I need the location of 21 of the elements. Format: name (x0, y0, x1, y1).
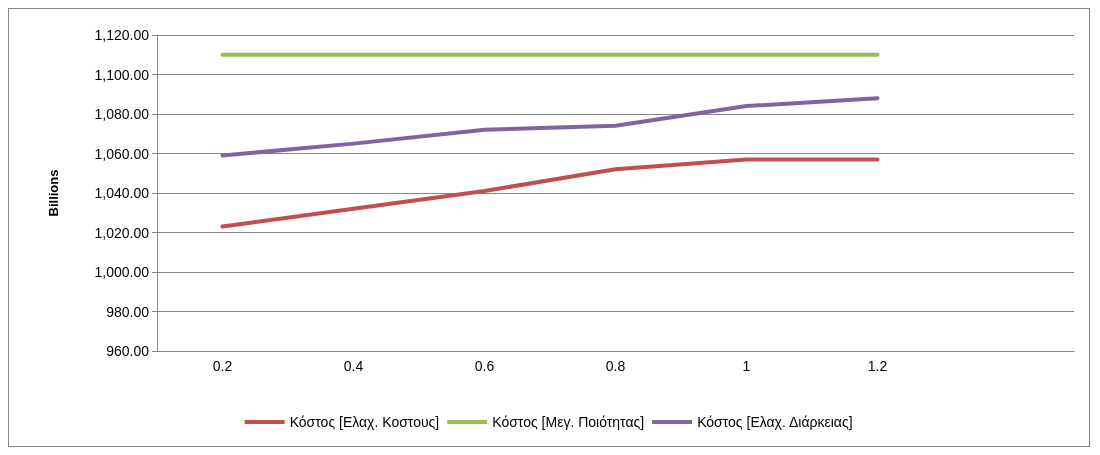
x-tick-label: 0.4 (343, 358, 364, 374)
x-tick-label: 1 (742, 358, 751, 374)
y-tick-label: 1,120.00 (94, 27, 150, 43)
line-series (220, 157, 880, 229)
line-series (220, 96, 880, 158)
x-tick-label: 0.2 (212, 358, 233, 374)
y-tick-label: 1,000.00 (94, 264, 150, 280)
y-tick-label: 1,040.00 (94, 185, 150, 201)
y-tick-label: 1,080.00 (94, 106, 150, 122)
legend-label: Κόστος [Ελαχ. Κοστους] (289, 414, 440, 430)
y-tick-label: 980.00 (106, 303, 150, 320)
x-tick-label: 0.6 (474, 358, 495, 374)
y-tick-label: 1,100.00 (94, 66, 150, 83)
y-tick-label: 1,020.00 (94, 224, 150, 241)
legend-label: Κόστος [Μεγ. Ποιότητας] (492, 414, 645, 430)
y-tick-label: 960.00 (106, 343, 150, 359)
y-tick-label: 1,060.00 (94, 145, 150, 162)
y-axis-title: Billions (46, 169, 61, 217)
x-tick-label: 0.8 (605, 358, 626, 374)
legend-label: Κόστος [Ελαχ. Διάρκειας] (697, 414, 853, 430)
x-tick-label: 1.2 (867, 358, 888, 374)
